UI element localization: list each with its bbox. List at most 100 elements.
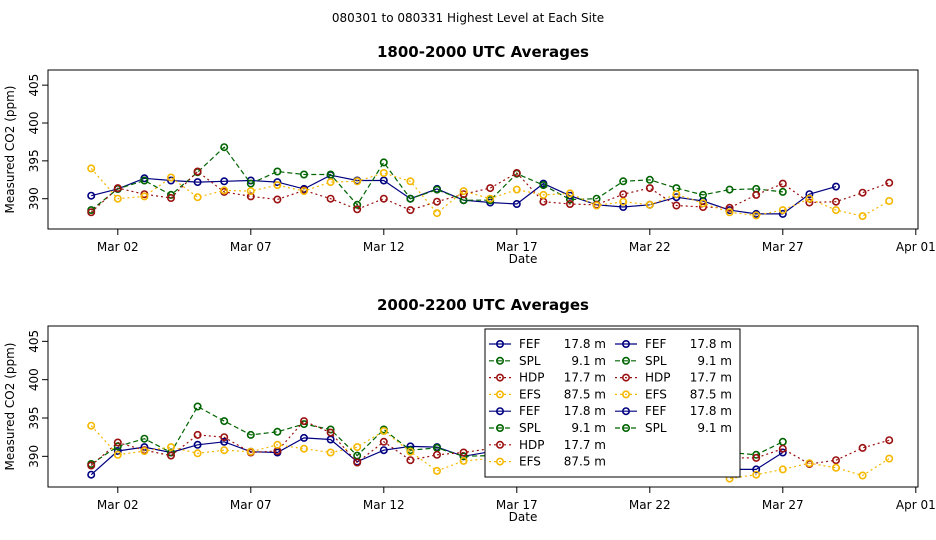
legend-height: 17.7 m <box>690 371 732 385</box>
data-point-fef <box>87 470 96 479</box>
data-point-fef <box>512 200 521 209</box>
legend-swatch-marker <box>621 356 630 365</box>
data-point-efs <box>512 185 521 194</box>
data-point-efs <box>140 446 149 455</box>
data-point-efs <box>87 421 96 430</box>
legend-name: FEF <box>645 337 666 351</box>
data-point-spl <box>140 434 149 443</box>
data-point-spl <box>539 181 548 190</box>
y-axis-label: Measured CO2 (ppm) <box>3 86 17 214</box>
legend-name: EFS <box>645 387 667 401</box>
data-point-fef <box>193 178 202 187</box>
data-point-hdp <box>379 194 388 203</box>
data-point-spl <box>273 427 282 436</box>
data-point-spl <box>406 194 415 203</box>
data-point-efs <box>379 426 388 435</box>
data-point-spl <box>752 450 761 459</box>
data-point-efs <box>459 456 468 465</box>
y-axis-label: Measured CO2 (ppm) <box>3 343 17 471</box>
data-point-efs <box>831 463 840 472</box>
data-point-spl <box>379 158 388 167</box>
data-point-spl <box>698 190 707 199</box>
data-point-efs <box>167 443 176 452</box>
legend-swatch-marker <box>495 390 504 399</box>
data-point-efs <box>113 194 122 203</box>
data-point-fef <box>299 433 308 442</box>
data-point-efs <box>805 459 814 468</box>
legend-name: HDP <box>519 438 545 452</box>
data-point-hdp <box>698 203 707 212</box>
data-point-spl <box>299 420 308 429</box>
x-tick-label: Mar 22 <box>629 240 671 254</box>
data-point-spl <box>432 185 441 194</box>
legend-height: 17.8 m <box>564 404 606 418</box>
data-point-efs <box>752 211 761 220</box>
data-point-efs <box>752 470 761 479</box>
y-tick-label: 395 <box>27 407 41 430</box>
y-tick-label: 390 <box>27 187 41 210</box>
data-point-spl <box>299 170 308 179</box>
data-point-efs <box>858 212 867 221</box>
data-point-efs <box>113 450 122 459</box>
legend-height: 17.8 m <box>690 404 732 418</box>
data-point-hdp <box>87 461 96 470</box>
data-point-fef <box>273 178 282 187</box>
legend-swatch-marker <box>495 407 504 416</box>
series-line-hdp <box>90 420 890 466</box>
data-point-hdp <box>778 179 787 188</box>
legend-swatch-marker <box>621 373 630 382</box>
data-point-fef <box>113 446 122 455</box>
data-point-efs <box>592 201 601 210</box>
data-point-fef <box>379 176 388 185</box>
data-point-efs <box>299 444 308 453</box>
legend-height: 87.5 m <box>564 387 606 401</box>
legend-swatch-marker <box>621 423 630 432</box>
legend-swatch-marker <box>495 457 504 466</box>
data-point-efs <box>273 440 282 449</box>
x-tick-label: Mar 07 <box>230 498 272 512</box>
legend-name: FEF <box>519 337 540 351</box>
x-tick-label: Mar 07 <box>230 240 272 254</box>
legend-height: 9.1 m <box>571 421 606 435</box>
legend-name: SPL <box>519 421 541 435</box>
data-point-efs <box>406 177 415 186</box>
data-point-fef <box>379 446 388 455</box>
data-point-spl <box>193 402 202 411</box>
x-tick-label: Mar 22 <box>629 498 671 512</box>
data-point-efs <box>379 169 388 178</box>
data-point-efs <box>672 190 681 199</box>
data-point-fef <box>778 448 787 457</box>
data-point-spl <box>140 176 149 185</box>
x-axis-label: Date <box>509 510 538 524</box>
legend-name: FEF <box>519 404 540 418</box>
legend-height: 87.5 m <box>564 455 606 469</box>
legend-name: HDP <box>645 371 671 385</box>
data-point-efs <box>246 187 255 196</box>
data-point-efs <box>193 449 202 458</box>
data-point-fef <box>619 203 628 212</box>
data-point-hdp <box>87 208 96 217</box>
series-spl <box>87 143 787 215</box>
data-point-spl <box>246 430 255 439</box>
x-tick-label: Mar 02 <box>97 498 139 512</box>
data-point-hdp <box>778 444 787 453</box>
legend-box <box>484 328 741 478</box>
data-point-spl <box>273 167 282 176</box>
data-point-hdp <box>273 195 282 204</box>
legend-height: 17.7 m <box>564 371 606 385</box>
y-tick-label: 405 <box>27 74 41 97</box>
data-point-efs <box>778 206 787 215</box>
legend: FEF 17.8 m FEF 17.8 m SPL 9.1 m SPL 9.1 m HDP 17.… <box>484 328 741 478</box>
legend-name: EFS <box>519 455 541 469</box>
legend-swatch-marker <box>495 339 504 348</box>
data-point-efs <box>406 447 415 456</box>
data-point-hdp <box>113 184 122 193</box>
data-point-hdp <box>459 190 468 199</box>
data-point-efs <box>778 465 787 474</box>
x-tick-label: Mar 17 <box>496 498 538 512</box>
data-point-fef <box>220 437 229 446</box>
data-point-hdp <box>486 184 495 193</box>
legend-swatch-marker <box>495 440 504 449</box>
data-point-hdp <box>167 194 176 203</box>
data-point-efs <box>140 192 149 201</box>
